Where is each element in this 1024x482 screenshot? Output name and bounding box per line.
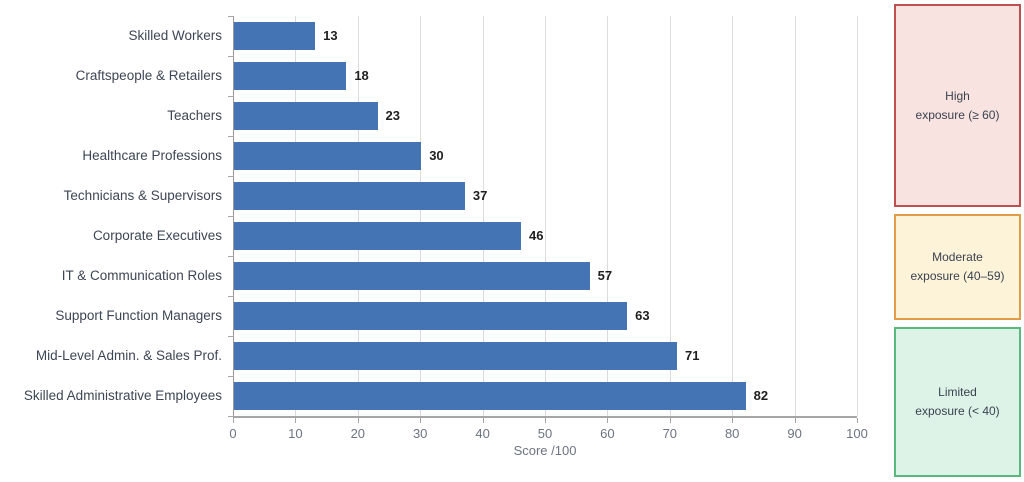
x-tick-100 [857, 418, 858, 423]
x-tick-40 [482, 418, 484, 423]
value-label: 57 [597, 268, 613, 283]
category-tick [228, 16, 234, 17]
category-label: Support Function Managers [55, 308, 222, 323]
category-tick [228, 56, 234, 57]
category-label: Technicians & Supervisors [63, 188, 222, 203]
x-tick-20 [357, 418, 359, 423]
bar-healthcare-professions[interactable] [234, 142, 422, 170]
x-tick-label-20: 20 [350, 426, 366, 441]
category-tick [228, 416, 234, 417]
legend-label-line2: exposure (40–59) [910, 269, 1005, 283]
legend-label-moderate-exposure: Moderate exposure (40–59) [910, 248, 1004, 285]
category-label: IT & Communication Roles [61, 268, 222, 283]
legend-label-line1: High [945, 88, 970, 103]
x-tick-label-70: 70 [662, 426, 678, 441]
category-tick [228, 296, 234, 297]
value-label: 63 [635, 308, 650, 323]
legend-label-line2: exposure (< 40) [915, 404, 1000, 418]
category-tick [228, 216, 234, 217]
x-axis-line [233, 416, 857, 418]
category-label: Skilled Workers [128, 28, 222, 43]
legend-box-limited-exposure: Limited exposure (< 40) [894, 327, 1021, 477]
legend-label-line1: Limited [938, 385, 977, 400]
legend-box-high-exposure: High exposure (≥ 60) [894, 4, 1021, 207]
x-tick-label-100: 100 [846, 426, 868, 441]
category-label: Mid-Level Admin. & Sales Prof. [35, 348, 222, 363]
gridline-10 [295, 16, 297, 416]
value-label: 37 [472, 188, 488, 203]
gridline-40 [482, 16, 484, 416]
gridline-20 [357, 16, 359, 416]
legend-label-limited-exposure: Limited exposure (< 40) [915, 383, 999, 420]
gridline-30 [420, 16, 422, 416]
gridline-70 [669, 16, 671, 416]
category-tick [228, 336, 234, 337]
value-label: 82 [753, 388, 769, 403]
category-tick [228, 176, 234, 177]
gridline-90 [794, 16, 796, 416]
value-label: 13 [323, 28, 338, 43]
value-label: 71 [685, 348, 700, 363]
x-tick-80 [732, 418, 734, 423]
category-label: Corporate Executives [92, 228, 222, 243]
x-tick-label-90: 90 [787, 426, 802, 441]
x-tick-50 [545, 418, 546, 423]
bar-it-communication-roles[interactable] [234, 262, 590, 290]
bar-skilled-administrative-employees[interactable] [234, 382, 746, 410]
value-label: 46 [529, 228, 544, 243]
legend-label-line1: Moderate [932, 250, 983, 265]
x-tick-70 [669, 418, 671, 423]
gridline-50 [545, 16, 546, 416]
x-tick-label-40: 40 [475, 426, 490, 441]
legend-box-moderate-exposure: Moderate exposure (40–59) [894, 214, 1021, 320]
value-label: 23 [385, 108, 400, 123]
bar-technicians-supervisors[interactable] [234, 182, 465, 210]
gridline-80 [732, 16, 734, 416]
value-label: 18 [354, 68, 369, 83]
bar-skilled-workers[interactable] [234, 22, 316, 50]
category-tick [228, 376, 234, 377]
gridline-60 [607, 16, 609, 416]
category-tick [228, 256, 234, 257]
bar-mid-level-admin-sales-prof-[interactable] [234, 342, 678, 370]
x-tick-label-60: 60 [600, 426, 615, 441]
bar-teachers[interactable] [234, 102, 378, 130]
x-tick-90 [794, 418, 796, 423]
x-tick-60 [607, 418, 609, 423]
category-tick [228, 96, 234, 97]
x-tick-label-0: 0 [229, 426, 237, 441]
x-tick-30 [420, 418, 422, 423]
x-tick-10 [295, 418, 297, 423]
category-label: Teachers [167, 108, 222, 123]
x-tick-0 [233, 418, 234, 423]
category-tick [228, 136, 234, 137]
x-tick-label-30: 30 [412, 426, 428, 441]
category-label: Healthcare Professions [82, 148, 222, 163]
value-label: 30 [429, 148, 444, 163]
bar-support-function-managers[interactable] [234, 302, 628, 330]
bar-craftspeople-retailers[interactable] [234, 62, 347, 90]
bar-corporate-executives[interactable] [234, 222, 522, 250]
x-tick-label-10: 10 [288, 426, 303, 441]
x-axis-title: Score /100 [513, 443, 577, 458]
category-label: Skilled Administrative Employees [23, 388, 222, 403]
category-label: Craftspeople & Retailers [75, 68, 222, 83]
legend-label-line2: exposure (≥ 60) [915, 107, 1000, 122]
x-tick-label-80: 80 [724, 426, 740, 441]
gridline-100 [857, 16, 858, 416]
legend-label-high-exposure: High exposure (≥ 60) [916, 87, 1000, 124]
x-tick-label-50: 50 [537, 426, 553, 441]
